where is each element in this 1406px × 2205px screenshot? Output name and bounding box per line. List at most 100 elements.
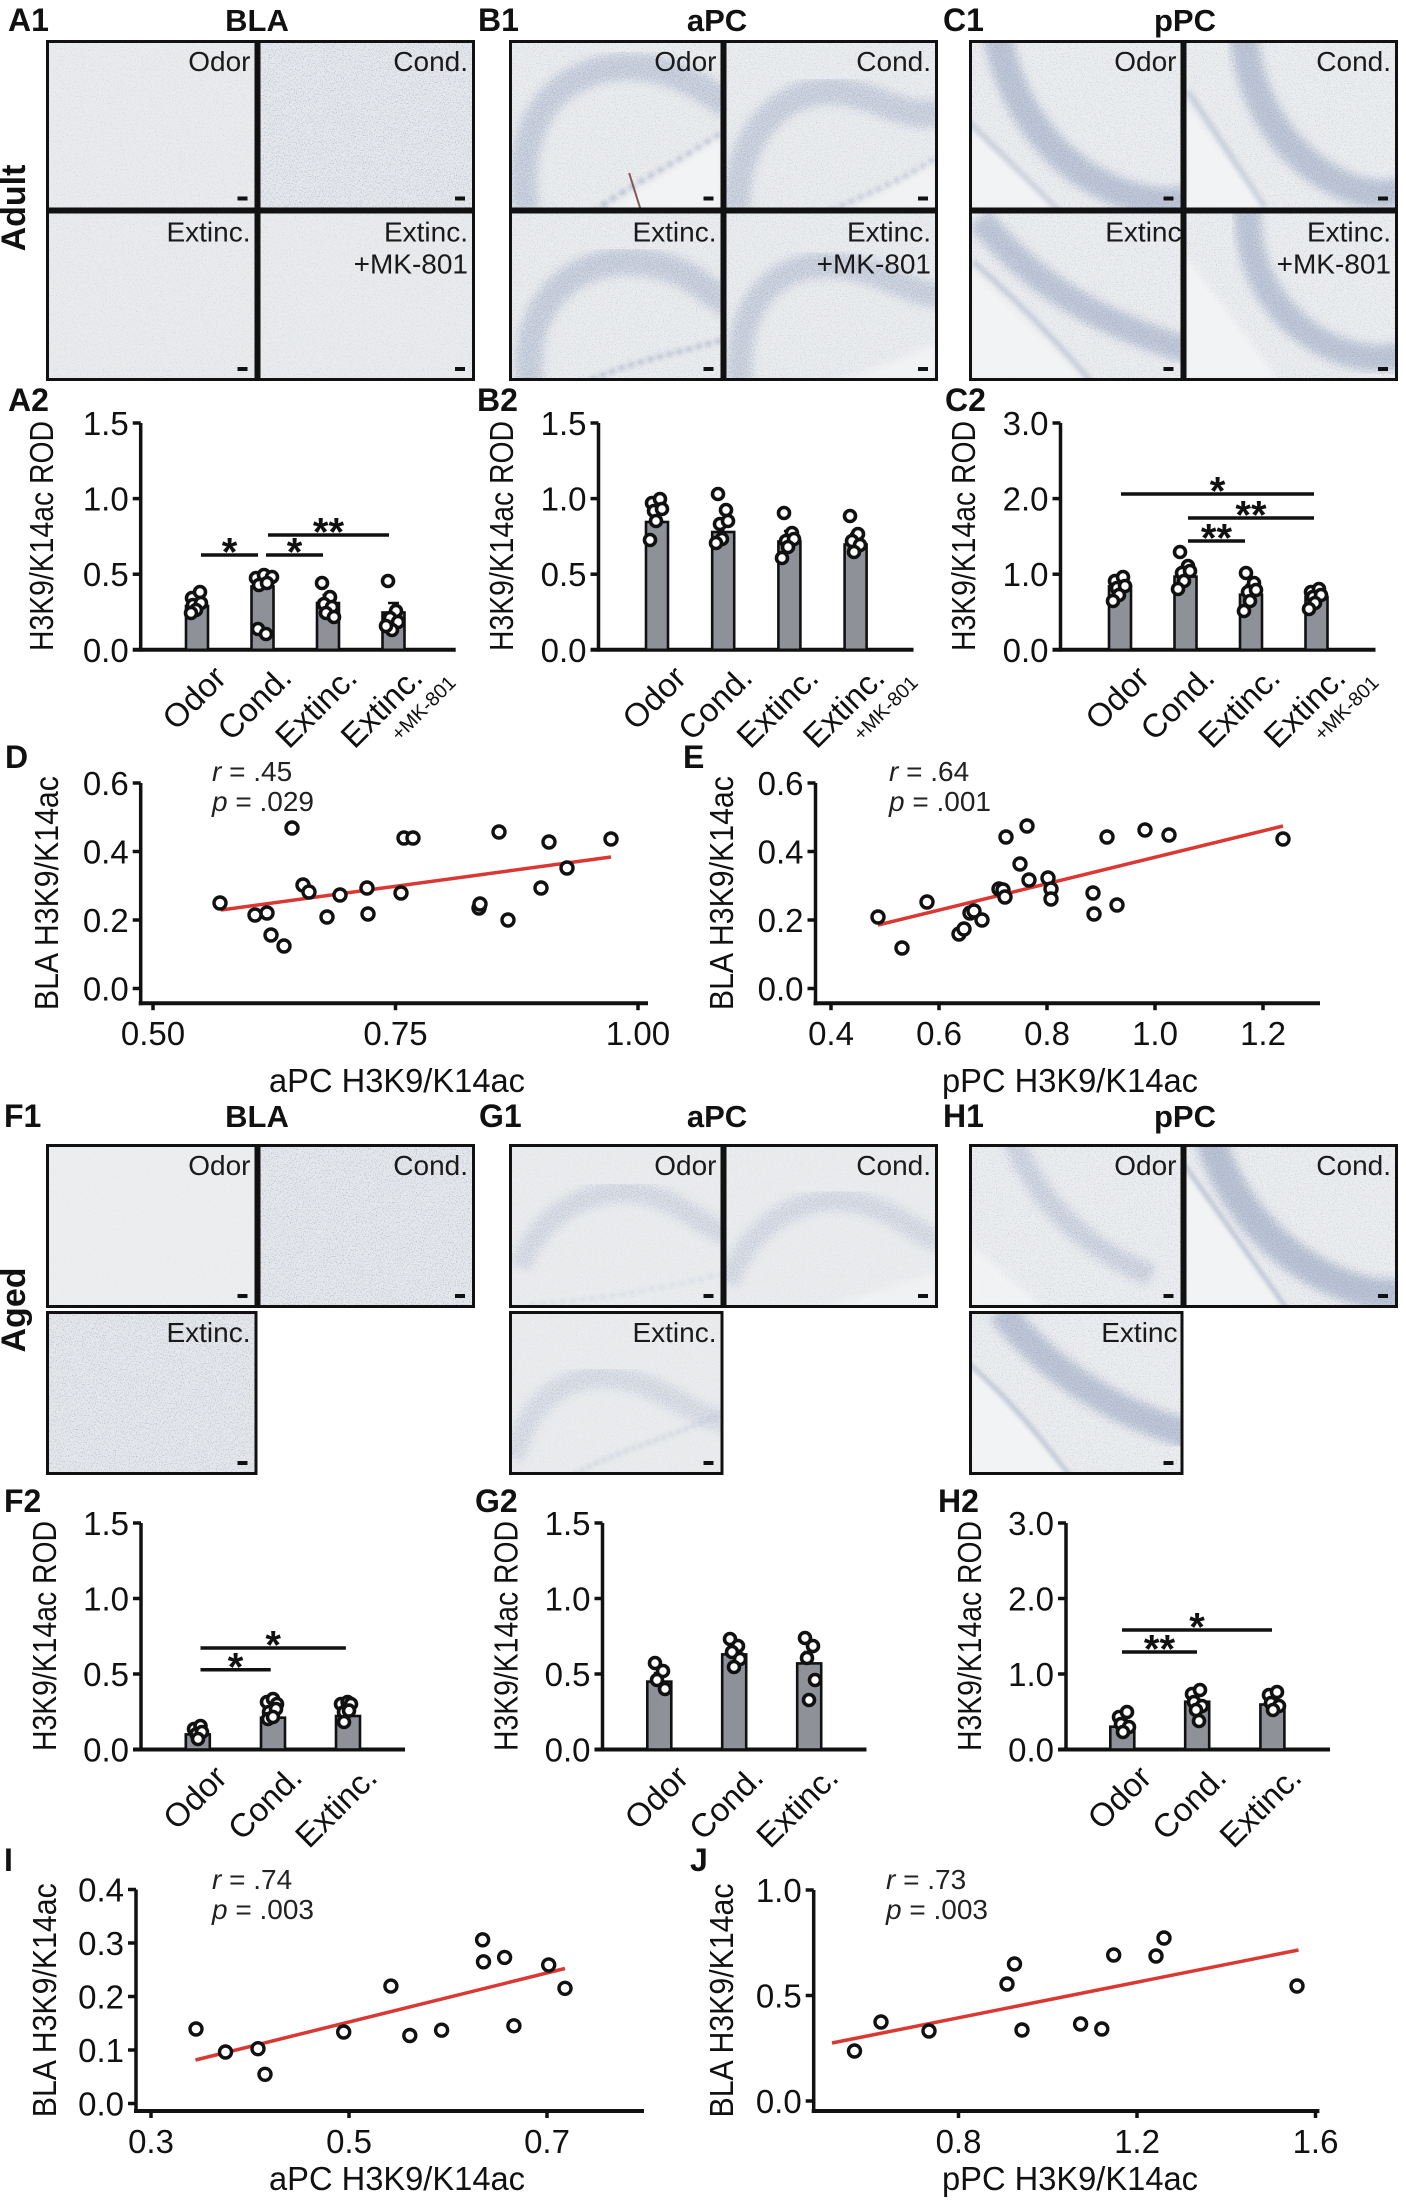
svg-text:0.0: 0.0 <box>83 971 129 1008</box>
svg-text:0.8: 0.8 <box>1024 1015 1070 1052</box>
svg-text:0.0: 0.0 <box>1008 1732 1054 1769</box>
svg-text:1.0: 1.0 <box>1008 1656 1054 1693</box>
svg-text:C2: C2 <box>945 382 986 418</box>
svg-text:H3K9/K14ac ROD: H3K9/K14ac ROD <box>483 421 520 651</box>
svg-text:BLA H3K9/K14ac: BLA H3K9/K14ac <box>703 776 740 1010</box>
svg-text:H3K9/K14ac ROD: H3K9/K14ac ROD <box>23 421 60 651</box>
svg-text:Odor: Odor <box>1114 46 1176 77</box>
svg-text:1.0: 1.0 <box>541 481 587 518</box>
svg-text:BLA H3K9/K14ac: BLA H3K9/K14ac <box>26 1883 63 2117</box>
svg-text:0.0: 0.0 <box>1003 632 1049 669</box>
svg-text:aPC: aPC <box>687 3 747 38</box>
svg-text:0.5: 0.5 <box>83 556 129 593</box>
svg-text:r = .73: r = .73 <box>886 1864 966 1895</box>
svg-text:I: I <box>4 1842 13 1878</box>
svg-text:0.50: 0.50 <box>121 1015 185 1052</box>
svg-text:1.0: 1.0 <box>83 1581 129 1618</box>
svg-text:B2: B2 <box>477 382 518 418</box>
svg-text:D: D <box>5 739 28 775</box>
svg-text:0.2: 0.2 <box>758 902 804 939</box>
svg-text:BLA: BLA <box>225 3 289 38</box>
svg-text:F2: F2 <box>4 1483 41 1519</box>
svg-text:1.5: 1.5 <box>83 1505 129 1542</box>
svg-text:0.7: 0.7 <box>524 2123 570 2160</box>
svg-text:3.0: 3.0 <box>1003 405 1049 442</box>
svg-text:1.0: 1.0 <box>545 1581 591 1618</box>
svg-text:0.5: 0.5 <box>541 556 587 593</box>
svg-text:H3K9/K14ac ROD: H3K9/K14ac ROD <box>26 1521 63 1751</box>
svg-text:Cond.: Cond. <box>856 46 931 77</box>
svg-text:A1: A1 <box>8 2 49 38</box>
svg-text:G1: G1 <box>479 1098 522 1134</box>
svg-text:E: E <box>683 739 704 775</box>
svg-text:0.0: 0.0 <box>541 632 587 669</box>
svg-text:0.0: 0.0 <box>756 2083 802 2120</box>
svg-text:Cond.: Cond. <box>393 46 468 77</box>
svg-text:1.00: 1.00 <box>606 1015 670 1052</box>
svg-text:1.0: 1.0 <box>1003 556 1049 593</box>
svg-text:**: ** <box>1235 494 1267 538</box>
svg-text:3.0: 3.0 <box>1008 1505 1054 1542</box>
svg-text:G2: G2 <box>475 1483 518 1519</box>
svg-text:*: * <box>1210 470 1226 514</box>
svg-text:Extinc: Extinc <box>1101 1317 1177 1348</box>
svg-text:H3K9/K14ac ROD: H3K9/K14ac ROD <box>945 421 982 651</box>
svg-text:0.2: 0.2 <box>78 1979 124 2016</box>
svg-text:Adult: Adult <box>0 165 33 252</box>
svg-text:0.0: 0.0 <box>78 2086 124 2123</box>
svg-text:Odor: Odor <box>188 46 250 77</box>
svg-text:aPC H3K9/K14ac: aPC H3K9/K14ac <box>269 1062 525 1099</box>
svg-text:Extinc: Extinc <box>1105 217 1181 248</box>
svg-text:0.6: 0.6 <box>83 765 129 802</box>
svg-text:+MK-801: +MK-801 <box>1277 249 1391 280</box>
svg-text:0.6: 0.6 <box>758 765 804 802</box>
svg-text:aPC H3K9/K14ac: aPC H3K9/K14ac <box>269 2160 525 2197</box>
svg-text:r = .45: r = .45 <box>212 756 292 787</box>
svg-text:p = .003: p = .003 <box>211 1894 314 1925</box>
svg-text:*: * <box>222 531 238 575</box>
svg-text:*: * <box>287 531 303 575</box>
svg-text:1.5: 1.5 <box>83 405 129 442</box>
svg-text:Odor: Odor <box>188 1150 250 1181</box>
svg-text:*: * <box>228 1645 244 1689</box>
svg-text:0.0: 0.0 <box>545 1732 591 1769</box>
svg-text:pPC H3K9/K14ac: pPC H3K9/K14ac <box>942 2160 1198 2197</box>
svg-text:H3K9/K14ac ROD: H3K9/K14ac ROD <box>488 1521 525 1751</box>
svg-text:0.0: 0.0 <box>83 632 129 669</box>
svg-text:+MK-801: +MK-801 <box>354 249 468 280</box>
svg-text:Extinc.: Extinc. <box>166 217 250 248</box>
svg-text:0.3: 0.3 <box>128 2123 174 2160</box>
svg-text:Extinc.: Extinc. <box>166 1317 250 1348</box>
svg-text:0.5: 0.5 <box>756 1978 802 2015</box>
svg-text:0.5: 0.5 <box>326 2123 372 2160</box>
svg-text:Aged: Aged <box>0 1268 33 1353</box>
svg-text:0.75: 0.75 <box>363 1015 427 1052</box>
svg-text:pPC H3K9/K14ac: pPC H3K9/K14ac <box>942 1062 1198 1099</box>
svg-text:Cond.: Cond. <box>856 1150 931 1181</box>
svg-text:1.2: 1.2 <box>1114 2123 1160 2160</box>
svg-text:H3K9/K14ac ROD: H3K9/K14ac ROD <box>951 1521 988 1751</box>
svg-text:0.1: 0.1 <box>78 2032 124 2069</box>
svg-text:Odor: Odor <box>654 1150 716 1181</box>
svg-text:0.0: 0.0 <box>83 1732 129 1769</box>
svg-text:pPC: pPC <box>1154 3 1216 38</box>
svg-text:1.6: 1.6 <box>1293 2123 1339 2160</box>
svg-text:1.5: 1.5 <box>545 1505 591 1542</box>
svg-text:**: ** <box>1144 1628 1176 1672</box>
svg-text:0.2: 0.2 <box>83 902 129 939</box>
svg-text:2.0: 2.0 <box>1003 481 1049 518</box>
svg-text:A2: A2 <box>8 382 49 418</box>
svg-text:J: J <box>690 1842 708 1878</box>
svg-text:1.0: 1.0 <box>756 1872 802 1909</box>
svg-text:1.0: 1.0 <box>1132 1015 1178 1052</box>
svg-text:Extinc.: Extinc. <box>847 217 931 248</box>
svg-text:0.0: 0.0 <box>758 971 804 1008</box>
svg-text:F1: F1 <box>4 1098 41 1134</box>
svg-text:BLA H3K9/K14ac: BLA H3K9/K14ac <box>703 1884 740 2118</box>
svg-text:0.5: 0.5 <box>545 1656 591 1693</box>
svg-text:Extinc.: Extinc. <box>1307 217 1391 248</box>
svg-text:0.4: 0.4 <box>83 834 129 871</box>
svg-text:1.0: 1.0 <box>83 481 129 518</box>
svg-text:2.0: 2.0 <box>1008 1581 1054 1618</box>
svg-text:Cond.: Cond. <box>1316 46 1391 77</box>
